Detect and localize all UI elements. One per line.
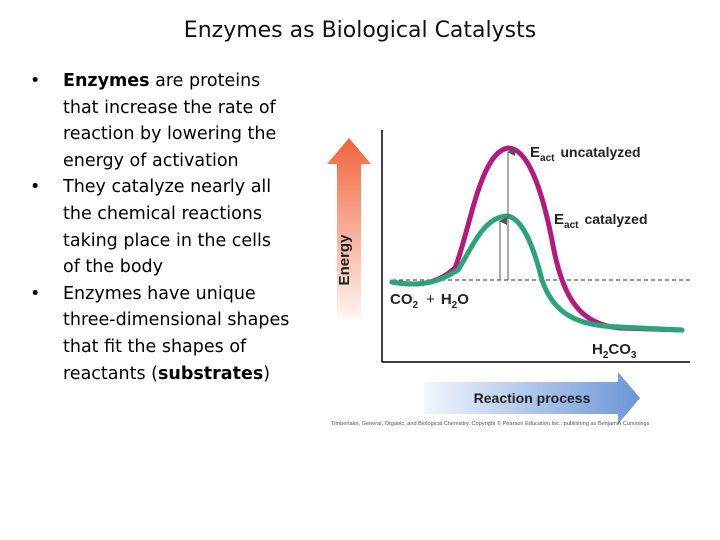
bullet-text: They catalyze nearly all the chemical re… (63, 177, 272, 278)
bullet-bold-text: Enzymes (63, 71, 150, 91)
reactant-plus: + (426, 291, 435, 308)
activation-energy-diagram: Energy Eact uncatalyzed Eact catalyzed CO2… (320, 120, 710, 440)
reactant-co-subscript: 2 (413, 300, 419, 311)
product-co-subscript: 3 (631, 350, 637, 361)
bullet-marker: • (30, 71, 41, 91)
catalyzed-curve (389, 213, 685, 333)
reaction-process-arrow (424, 372, 640, 424)
product-label: H2CO3 (592, 341, 637, 361)
reaction-process-label: Reaction process (474, 390, 591, 406)
uncatalyzed-e: E (530, 144, 540, 161)
reactant-o: O (457, 291, 469, 308)
reactants-label: CO2 + H2O (390, 291, 469, 311)
product-co: CO (608, 341, 631, 358)
bullet-marker: • (30, 283, 41, 304)
diagram-svg: Energy Eact uncatalyzed Eact catalyzed CO2… (327, 130, 690, 427)
bullet-item: • Enzymes are proteins that increase the… (30, 68, 292, 174)
bullet-item: • They catalyze nearly all the chemical … (30, 174, 292, 280)
energy-axis-label: Energy (336, 234, 353, 286)
product-h: H (592, 341, 603, 358)
slide-title: Enzymes as Biological Catalysts (183, 18, 537, 43)
bullet-text: are proteins that increase the rate of r… (63, 71, 277, 171)
bullet-text: Enzymes have unique three-dimensional sh… (63, 283, 290, 384)
energy-axis-arrow (327, 138, 371, 318)
bullet-list: • Enzymes are proteins that increase the… (30, 68, 292, 387)
bullet-text-tail: ) (263, 363, 271, 384)
product-h-subscript: 2 (603, 350, 609, 361)
catalyzed-e-subscript: act (564, 220, 579, 231)
reactant-h-subscript: 2 (452, 300, 458, 311)
catalyzed-e: E (554, 211, 564, 228)
bullet-item: • Enzymes have unique three-dimensional … (30, 281, 292, 387)
uncatalyzed-label: Eact uncatalyzed (530, 144, 641, 164)
catalyzed-text: catalyzed (584, 211, 647, 227)
uncatalyzed-e-subscript: act (540, 153, 555, 164)
uncatalyzed-text: uncatalyzed (560, 144, 640, 160)
uncatalyzed-curve (389, 145, 685, 333)
bullet-marker: • (30, 177, 41, 198)
reactant-h: H (441, 291, 452, 308)
copyright-credit: Timberlake, General, Organic, and Biolog… (331, 420, 650, 427)
catalyzed-label: Eact catalyzed (554, 211, 648, 231)
reactant-co: CO (390, 291, 413, 308)
bullet-bold-text: substrates (157, 363, 264, 384)
